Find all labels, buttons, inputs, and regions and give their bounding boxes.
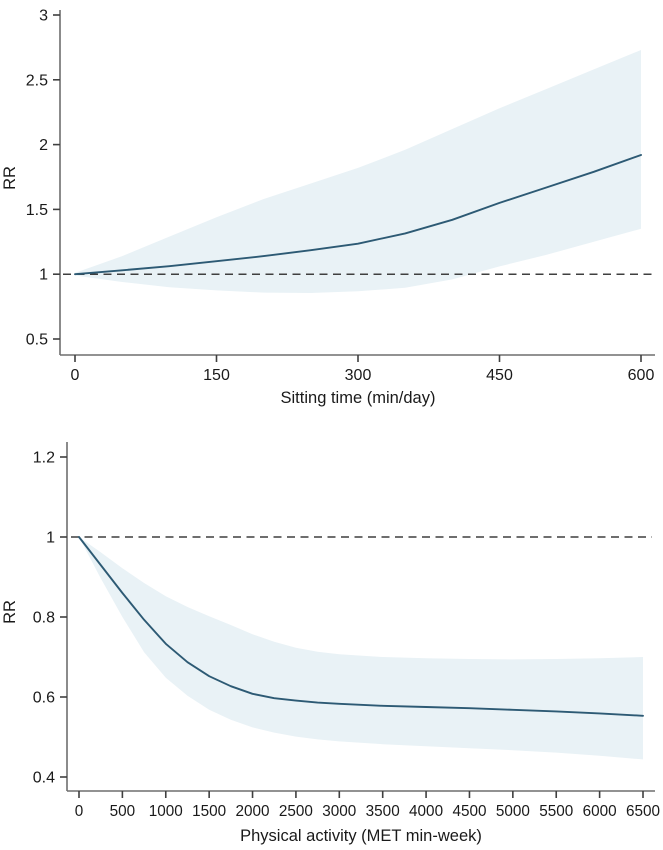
y-tick-label: 1 bbox=[46, 530, 55, 547]
y-axis-title-physical-activity: RR bbox=[1, 600, 19, 624]
x-tick-label: 4000 bbox=[409, 803, 443, 820]
sitting-time-chart-svg: 0 150 300 450 600 0.5 1 1.5 2 2.5 3 RR Sitting tim… bbox=[1, 8, 655, 407]
x-tick-label: 0 bbox=[75, 803, 84, 820]
x-tick-label: 5000 bbox=[496, 803, 530, 820]
x-axis-title-sitting: Sitting time (min/day) bbox=[281, 389, 436, 407]
rr-curve bbox=[78, 536, 644, 717]
x-tick-label: 0 bbox=[71, 367, 80, 384]
x-tick-label: 4500 bbox=[452, 803, 486, 820]
x-tick-label: 3000 bbox=[322, 803, 356, 820]
y-tick-label: 1 bbox=[39, 267, 48, 284]
rr-curve bbox=[74, 154, 642, 276]
y-tick-label: 1.5 bbox=[26, 202, 48, 219]
x-tick-label: 2500 bbox=[279, 803, 313, 820]
sitting-plot-area: 0 150 300 450 600 0.5 1 1.5 2 2.5 3 bbox=[26, 8, 655, 384]
y-tick-label: 0.8 bbox=[33, 610, 55, 627]
physical-activity-plot-area: 0 500 1000 1500 2000 2500 3000 3500 4000 4500 5000… bbox=[33, 442, 660, 820]
x-tick-label: 6500 bbox=[626, 803, 660, 820]
x-tick-label: 600 bbox=[628, 367, 655, 384]
x-tick-label: 6000 bbox=[583, 803, 617, 820]
y-axis-title-sitting: RR bbox=[1, 166, 19, 190]
x-axis-title-physical-activity: Physical activity (MET min-week) bbox=[240, 827, 482, 845]
y-tick-label: 0.4 bbox=[33, 770, 55, 787]
y-tick-label: 1.2 bbox=[33, 450, 55, 467]
y-tick-label: 2.5 bbox=[26, 72, 48, 89]
x-tick-label: 5500 bbox=[539, 803, 573, 820]
confidence-band bbox=[79, 537, 643, 760]
y-tick-label: 0.6 bbox=[33, 690, 55, 707]
confidence-band bbox=[75, 50, 641, 293]
x-tick-label: 1000 bbox=[149, 803, 183, 820]
y-tick-label: 3 bbox=[39, 8, 48, 25]
y-tick-label: 0.5 bbox=[26, 332, 48, 349]
x-tick-label: 450 bbox=[486, 367, 513, 384]
physical-activity-chart: 0 500 1000 1500 2000 2500 3000 3500 4000 4500 5000… bbox=[0, 420, 663, 850]
x-tick-label: 2000 bbox=[236, 803, 270, 820]
x-tick-label: 3500 bbox=[366, 803, 400, 820]
x-tick-label: 1500 bbox=[192, 803, 226, 820]
x-tick-label: 500 bbox=[110, 803, 136, 820]
physical-activity-chart-svg: 0 500 1000 1500 2000 2500 3000 3500 4000 4500 5000… bbox=[1, 442, 660, 845]
x-tick-label: 150 bbox=[203, 367, 230, 384]
y-tick-label: 2 bbox=[39, 137, 48, 154]
sitting-time-chart: 0 150 300 450 600 0.5 1 1.5 2 2.5 3 RR Sitting tim… bbox=[0, 0, 663, 420]
x-tick-label: 300 bbox=[345, 367, 372, 384]
